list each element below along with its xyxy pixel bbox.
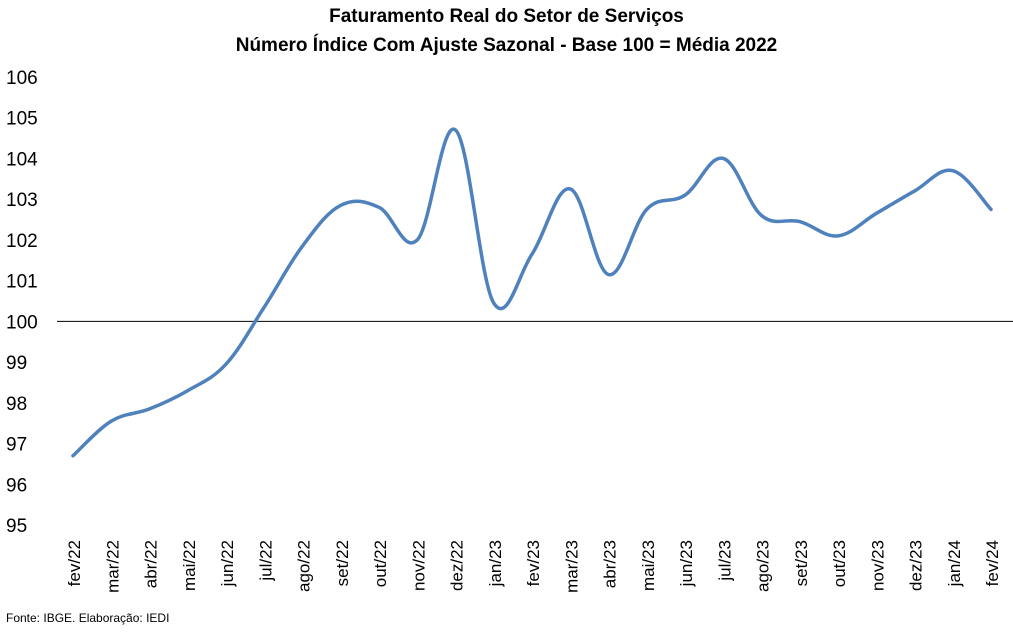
x-tick-label: set/22 (333, 540, 352, 586)
x-tick-label: fev/23 (524, 540, 543, 586)
x-tick-label: out/23 (830, 540, 849, 587)
y-tick-label: 97 (6, 435, 27, 456)
x-tick-label: jun/23 (677, 540, 696, 587)
x-tick-label: mai/23 (639, 540, 658, 591)
x-tick-label: jun/22 (218, 540, 237, 587)
x-tick-label: fev/24 (983, 540, 1002, 586)
x-tick-label: jul/22 (256, 540, 275, 582)
x-tick-label: jul/23 (715, 540, 734, 582)
y-tick-label: 102 (6, 231, 38, 252)
x-tick-label: mai/22 (180, 540, 199, 591)
chart-title: Faturamento Real do Setor de Serviços (329, 6, 684, 27)
x-tick-label: mar/23 (562, 540, 581, 593)
x-tick-label: ago/22 (295, 540, 314, 592)
x-tick-label: abr/22 (142, 540, 161, 588)
y-tick-label: 106 (6, 68, 38, 89)
y-tick-label: 96 (6, 475, 27, 496)
x-tick-label: mar/22 (103, 540, 122, 593)
y-tick-label: 105 (6, 109, 38, 130)
y-tick-label: 99 (6, 353, 27, 374)
y-tick-label: 101 (6, 272, 38, 293)
y-tick-label: 103 (6, 190, 38, 211)
x-tick-label: out/22 (371, 540, 390, 587)
x-tick-label: set/23 (792, 540, 811, 586)
source-note: Fonte: IBGE. Elaboração: IEDI (6, 611, 170, 625)
y-tick-label: 100 (6, 312, 38, 333)
x-tick-label: jan/23 (486, 540, 505, 587)
x-tick-label: jan/24 (945, 540, 964, 587)
x-tick-label: nov/23 (868, 540, 887, 591)
x-tick-label: abr/23 (601, 540, 620, 588)
y-tick-label: 98 (6, 394, 27, 415)
x-tick-label: fev/22 (65, 540, 84, 586)
x-tick-label: dez/23 (907, 540, 926, 591)
x-tick-label: dez/22 (448, 540, 467, 591)
series-line (71, 127, 993, 458)
y-tick-label: 95 (6, 516, 27, 537)
y-tick-label: 104 (6, 149, 38, 170)
x-tick-label: nov/22 (409, 540, 428, 591)
chart-subtitle: Número Índice Com Ajuste Sazonal - Base … (235, 35, 778, 56)
x-tick-label: ago/23 (754, 540, 773, 592)
